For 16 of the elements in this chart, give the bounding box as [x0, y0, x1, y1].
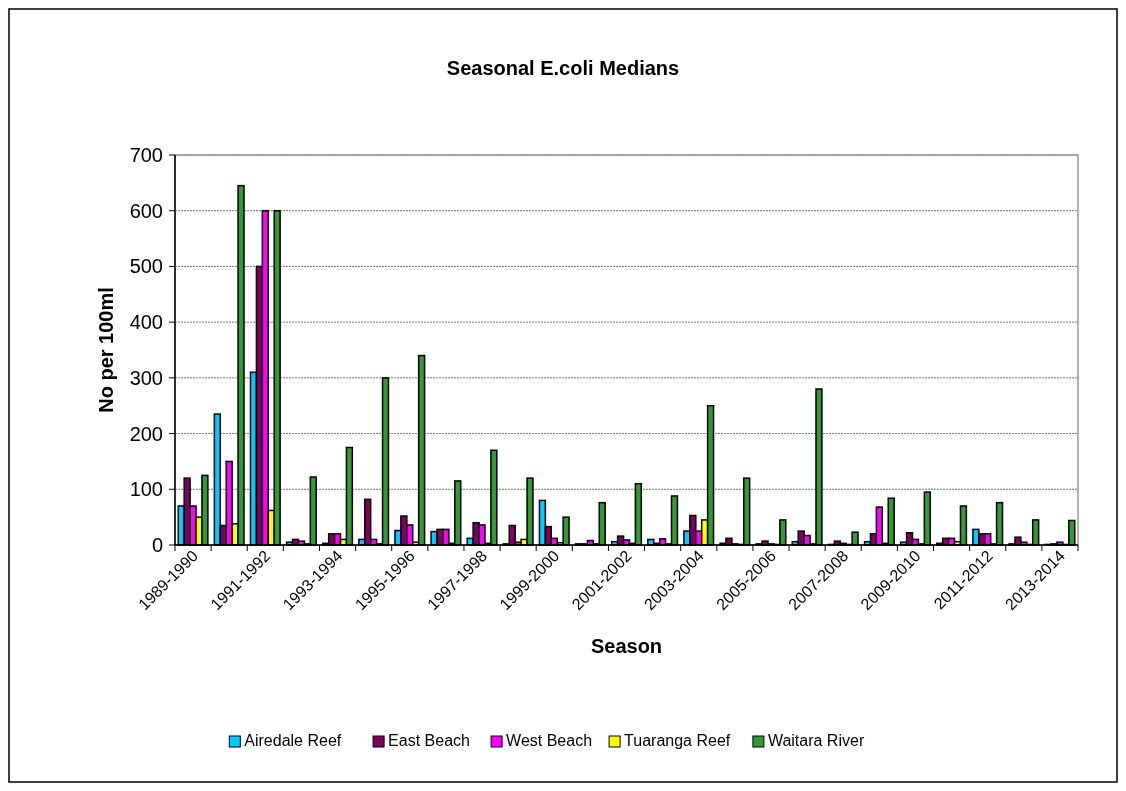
y-tick-label: 100	[129, 478, 163, 501]
y-tick-label: 300	[129, 366, 163, 389]
chart-title: Seasonal E.coli Medians	[446, 57, 680, 79]
legend-label: Airedale Reef	[244, 732, 342, 749]
legend-label: East Beach	[388, 732, 470, 749]
legend-label: Waitara River	[767, 732, 865, 749]
x-axis-title: Season	[590, 635, 663, 657]
y-axis-title: No per 100ml	[95, 287, 117, 413]
legend-label: West Beach	[506, 732, 593, 749]
y-tick-label: 200	[129, 422, 163, 445]
y-tick-label: 400	[129, 311, 163, 334]
y-tick-label: 0	[151, 534, 163, 556]
legend-label: Tuaranga Reef	[624, 732, 731, 749]
y-tick-label: 600	[129, 199, 163, 222]
y-tick-label: 500	[129, 255, 163, 278]
y-tick-label: 700	[129, 144, 163, 166]
